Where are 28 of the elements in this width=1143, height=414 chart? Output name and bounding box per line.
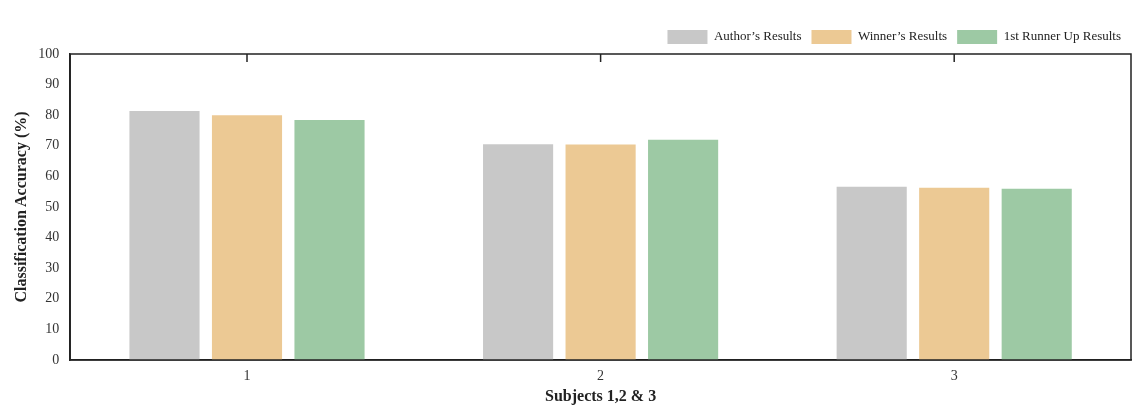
y-tick-label: 30 [45,259,60,275]
bar [836,186,907,360]
bar [1001,188,1072,360]
x-tick-label: 3 [950,368,958,384]
y-tick-label: 80 [45,106,60,122]
y-tick-label: 100 [38,45,60,61]
y-tick-label: 90 [45,76,60,92]
bar [565,144,636,360]
y-tick-label: 50 [45,198,60,214]
y-tick-label: 0 [52,351,60,367]
y-tick-label: 10 [45,321,60,337]
x-tick-label: 1 [243,368,251,384]
y-tick-label: 40 [45,229,60,245]
bar [211,115,283,360]
y-tick-label: 70 [45,137,60,153]
y-axis-title: Classification Accuracy (%) [11,111,30,303]
x-axis-title: Subjects 1,2 & 3 [545,386,657,405]
legend-label: Author’s Results [713,28,802,44]
y-tick-label: 20 [45,290,60,306]
bar [294,120,365,360]
bar [919,187,990,360]
bar [648,139,719,360]
y-tick-label: 60 [45,168,60,184]
x-tick-label: 2 [597,368,605,384]
legend-label: Winner’s Results [857,28,948,44]
bar [483,144,554,360]
legend-label: 1st Runner Up Results [1003,28,1122,44]
bar [129,110,200,360]
